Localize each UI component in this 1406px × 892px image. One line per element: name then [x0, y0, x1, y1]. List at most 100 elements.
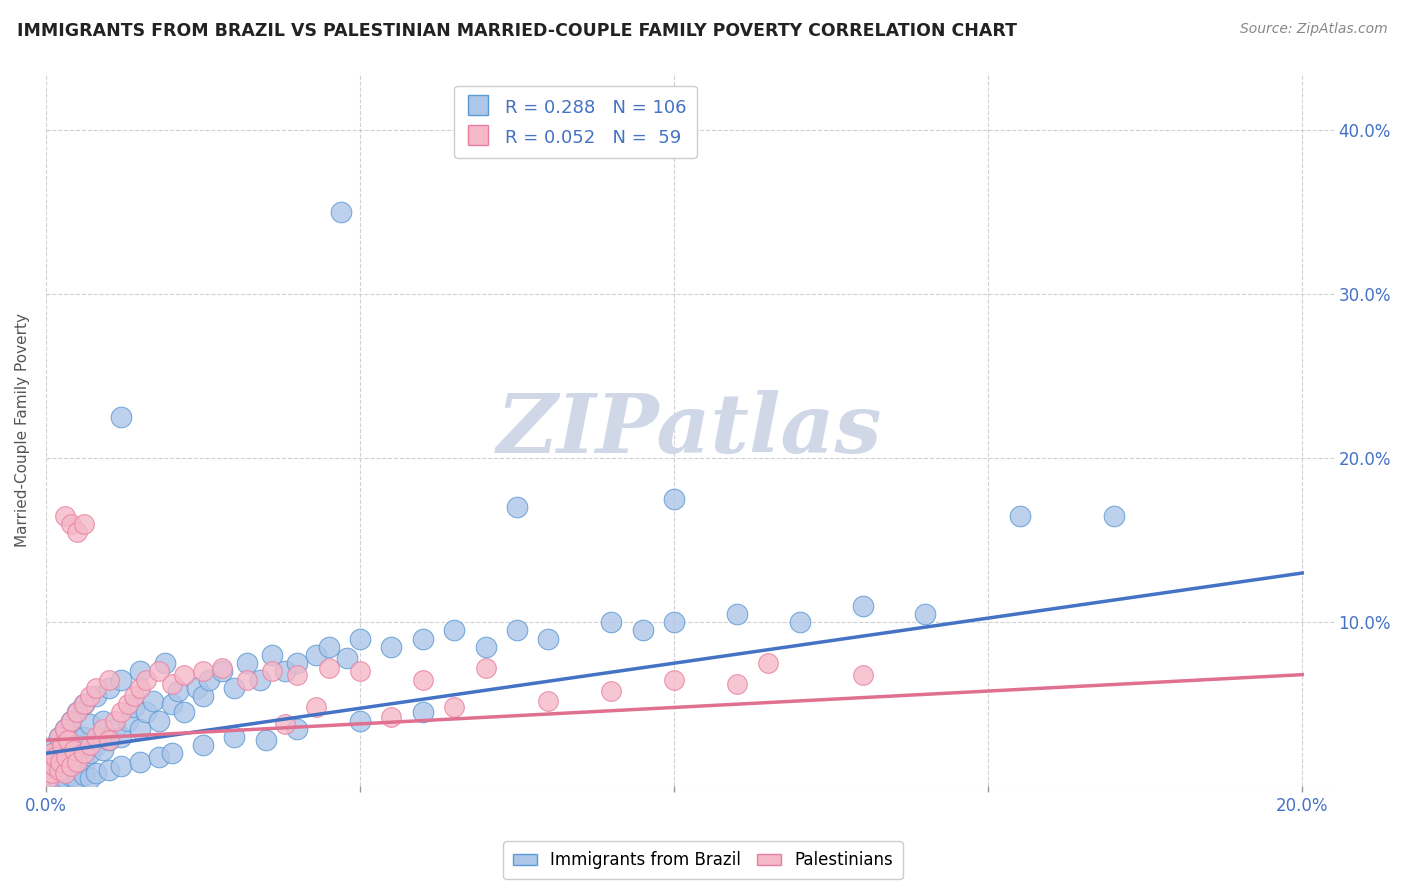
- Point: [789, 615, 811, 630]
- Point: [122, 700, 145, 714]
- Point: [44, 738, 66, 752]
- Point: [254, 733, 277, 747]
- Point: [53, 722, 76, 736]
- Point: [60, 516, 83, 531]
- Point: [160, 677, 183, 691]
- Point: [537, 632, 560, 646]
- Point: [66, 706, 89, 720]
- Point: [110, 730, 132, 744]
- Point: [44, 772, 66, 787]
- Point: [285, 656, 308, 670]
- Point: [110, 410, 132, 425]
- Point: [84, 738, 107, 752]
- Point: [211, 665, 233, 679]
- Point: [48, 763, 70, 777]
- Point: [66, 524, 89, 539]
- Point: [79, 747, 101, 761]
- Point: [53, 771, 76, 785]
- Point: [211, 661, 233, 675]
- Point: [55, 759, 77, 773]
- Point: [117, 697, 139, 711]
- Point: [49, 755, 72, 769]
- Point: [49, 755, 72, 769]
- Point: [41, 776, 63, 790]
- Point: [129, 681, 152, 695]
- Point: [600, 615, 623, 630]
- Point: [349, 714, 371, 728]
- Point: [73, 730, 96, 744]
- Point: [48, 730, 70, 744]
- Point: [198, 673, 221, 687]
- Point: [443, 624, 465, 638]
- Point: [412, 706, 434, 720]
- Text: IMMIGRANTS FROM BRAZIL VS PALESTINIAN MARRIED-COUPLE FAMILY POVERTY CORRELATION : IMMIGRANTS FROM BRAZIL VS PALESTINIAN MA…: [17, 22, 1017, 40]
- Point: [84, 766, 107, 780]
- Point: [662, 673, 685, 687]
- Point: [167, 684, 190, 698]
- Point: [91, 722, 114, 736]
- Point: [73, 697, 96, 711]
- Point: [330, 205, 353, 219]
- Point: [60, 769, 83, 783]
- Point: [60, 759, 83, 773]
- Point: [91, 743, 114, 757]
- Point: [63, 743, 86, 757]
- Point: [443, 700, 465, 714]
- Point: [66, 755, 89, 769]
- Text: ZIPatlas: ZIPatlas: [498, 390, 883, 469]
- Point: [122, 689, 145, 703]
- Point: [1008, 508, 1031, 523]
- Point: [186, 681, 208, 695]
- Point: [506, 624, 529, 638]
- Point: [851, 667, 873, 681]
- Point: [155, 656, 177, 670]
- Point: [412, 632, 434, 646]
- Point: [63, 730, 86, 744]
- Point: [236, 673, 259, 687]
- Point: [97, 733, 120, 747]
- Point: [41, 766, 63, 780]
- Point: [318, 661, 340, 675]
- Point: [56, 733, 79, 747]
- Point: [135, 706, 157, 720]
- Point: [73, 516, 96, 531]
- Point: [44, 759, 66, 773]
- Point: [173, 667, 195, 681]
- Point: [318, 640, 340, 654]
- Point: [262, 648, 284, 662]
- Point: [224, 681, 246, 695]
- Point: [756, 656, 779, 670]
- Point: [51, 743, 73, 757]
- Y-axis label: Married-Couple Family Poverty: Married-Couple Family Poverty: [15, 312, 30, 547]
- Point: [129, 755, 152, 769]
- Point: [285, 722, 308, 736]
- Point: [79, 716, 101, 731]
- Point: [48, 730, 70, 744]
- Point: [42, 766, 65, 780]
- Point: [148, 665, 170, 679]
- Point: [191, 689, 214, 703]
- Point: [236, 656, 259, 670]
- Point: [79, 771, 101, 785]
- Legend: R = 0.288   N = 106, R = 0.052   N =  59: R = 0.288 N = 106, R = 0.052 N = 59: [454, 86, 697, 158]
- Point: [60, 714, 83, 728]
- Point: [262, 665, 284, 679]
- Point: [851, 599, 873, 613]
- Point: [506, 500, 529, 515]
- Point: [129, 722, 152, 736]
- Point: [600, 684, 623, 698]
- Point: [84, 681, 107, 695]
- Point: [273, 716, 295, 731]
- Point: [84, 730, 107, 744]
- Point: [39, 771, 62, 785]
- Point: [110, 706, 132, 720]
- Point: [662, 492, 685, 507]
- Point: [53, 722, 76, 736]
- Point: [148, 714, 170, 728]
- Point: [305, 700, 328, 714]
- Point: [55, 749, 77, 764]
- Point: [191, 738, 214, 752]
- Point: [97, 763, 120, 777]
- Point: [66, 772, 89, 787]
- Point: [97, 733, 120, 747]
